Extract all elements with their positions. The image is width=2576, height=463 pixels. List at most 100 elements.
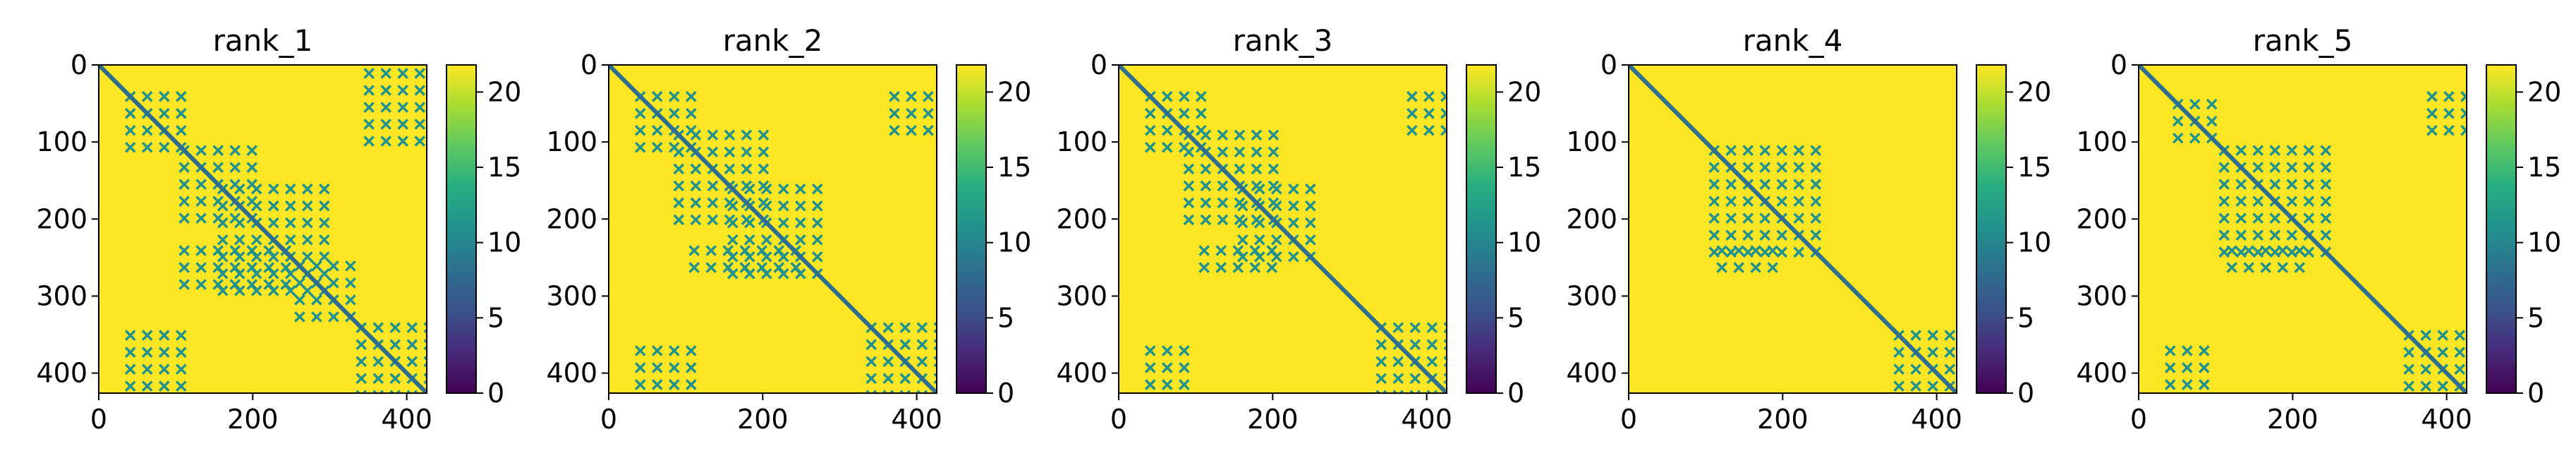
- contact-mark: [1183, 197, 1195, 209]
- contact-mark: [724, 163, 736, 175]
- contact-mark: [212, 162, 224, 174]
- contact-mark: [1144, 362, 1156, 373]
- contact-mark: [2286, 162, 2298, 174]
- contact-mark: [1287, 200, 1299, 212]
- contact-mark: [2454, 330, 2466, 341]
- contact-mark: [1910, 380, 1921, 392]
- y-tick-label: 0: [1600, 49, 1617, 80]
- contact-mark: [1178, 345, 1190, 356]
- contact-mark: [380, 85, 391, 96]
- contact-mark: [1217, 214, 1229, 226]
- contact-mark: [2320, 229, 2332, 241]
- contact-mark: [758, 146, 770, 158]
- contact-mark: [1423, 107, 1435, 119]
- contact-mark: [1759, 229, 1771, 241]
- contact-mark: [634, 141, 646, 153]
- contact-mark: [1725, 212, 1737, 224]
- contact-mark: [301, 200, 313, 212]
- contact-mark: [2181, 379, 2193, 390]
- colorbar-tick-label: 10: [2527, 227, 2561, 258]
- contact-mark: [1144, 379, 1156, 390]
- contact-mark: [741, 163, 753, 175]
- contact-mark: [1270, 234, 1282, 246]
- contact-mark: [1443, 339, 1447, 351]
- contact-mark: [906, 124, 917, 136]
- contact-mark: [634, 379, 646, 390]
- contact-mark: [423, 373, 427, 385]
- contact-mark: [811, 183, 823, 195]
- colorbar-tick-label: 10: [2017, 227, 2051, 258]
- contact-mark: [743, 234, 755, 246]
- contact-mark: [2437, 380, 2449, 392]
- x-tick-label: 0: [90, 404, 107, 435]
- contact-mark: [158, 107, 170, 119]
- contact-mark: [634, 362, 646, 373]
- contact-mark: [2303, 246, 2315, 258]
- contact-mark: [212, 245, 224, 256]
- contact-mark: [1375, 339, 1387, 351]
- contact-mark: [794, 217, 806, 229]
- contact-mark: [1304, 234, 1316, 246]
- x-tick-label: 400: [1911, 404, 1962, 435]
- contact-mark: [1268, 129, 1280, 141]
- contact-block: [889, 90, 934, 136]
- contact-mark: [777, 183, 789, 195]
- chart-title: rank_2: [723, 23, 823, 58]
- axes-frame: [1628, 64, 1957, 394]
- contact-mark: [1268, 146, 1280, 158]
- contact-mark: [933, 339, 937, 351]
- contact-mark: [380, 136, 391, 147]
- contact-mark: [178, 262, 190, 273]
- contact-mark: [899, 339, 911, 351]
- contact-mark: [175, 330, 187, 341]
- contact-mark: [1733, 262, 1744, 273]
- contact-mark: [246, 279, 258, 290]
- contact-mark: [2294, 262, 2305, 273]
- chart-title: rank_3: [1233, 23, 1333, 58]
- contact-mark: [380, 102, 391, 113]
- contact-mark: [423, 339, 427, 351]
- contact-mark: [1304, 217, 1316, 229]
- contact-mark: [811, 200, 823, 212]
- contact-mark: [707, 146, 719, 158]
- contact-mark: [389, 339, 401, 351]
- contact-mark: [1776, 162, 1788, 174]
- contact-mark: [1708, 162, 1720, 174]
- contact-mark: [229, 245, 241, 256]
- heatmap-diagonal: [609, 65, 937, 393]
- contact-mark: [250, 234, 262, 246]
- contact-mark: [2420, 380, 2431, 392]
- contact-mark: [2172, 115, 2184, 127]
- y-tick-label: 0: [581, 49, 597, 80]
- contact-mark: [1759, 162, 1771, 174]
- contact-mark: [372, 322, 384, 334]
- contact-mark: [301, 234, 313, 246]
- y-tick-label: 0: [71, 49, 87, 80]
- contact-mark: [233, 217, 245, 229]
- contact-mark: [301, 183, 313, 195]
- contact-mark: [1927, 347, 1939, 358]
- contact-mark: [1759, 212, 1771, 224]
- contact-mark: [389, 373, 401, 385]
- contact-mark: [1776, 179, 1788, 191]
- contact-mark: [1793, 162, 1805, 174]
- colorbar-tick-label: 5: [487, 302, 504, 333]
- y-tick-label: 100: [36, 126, 87, 157]
- contact-mark: [933, 356, 937, 368]
- contact-mark: [673, 197, 685, 209]
- contact-mark: [158, 330, 170, 341]
- x-tick-label: 200: [1247, 404, 1299, 435]
- contact-mark: [217, 234, 229, 246]
- heatmap-diagonal: [1119, 65, 1447, 393]
- contact-mark: [705, 245, 717, 256]
- contact-mark: [363, 119, 375, 130]
- contact-mark: [397, 68, 409, 79]
- contact-mark: [345, 277, 356, 289]
- contact-mark: [141, 90, 153, 102]
- contact-mark: [1270, 183, 1282, 195]
- heatmap-plot-area: [1629, 65, 1957, 393]
- contact-mark: [1178, 379, 1190, 390]
- contact-mark: [906, 90, 917, 102]
- contact-mark: [916, 390, 928, 393]
- contact-mark: [668, 107, 680, 119]
